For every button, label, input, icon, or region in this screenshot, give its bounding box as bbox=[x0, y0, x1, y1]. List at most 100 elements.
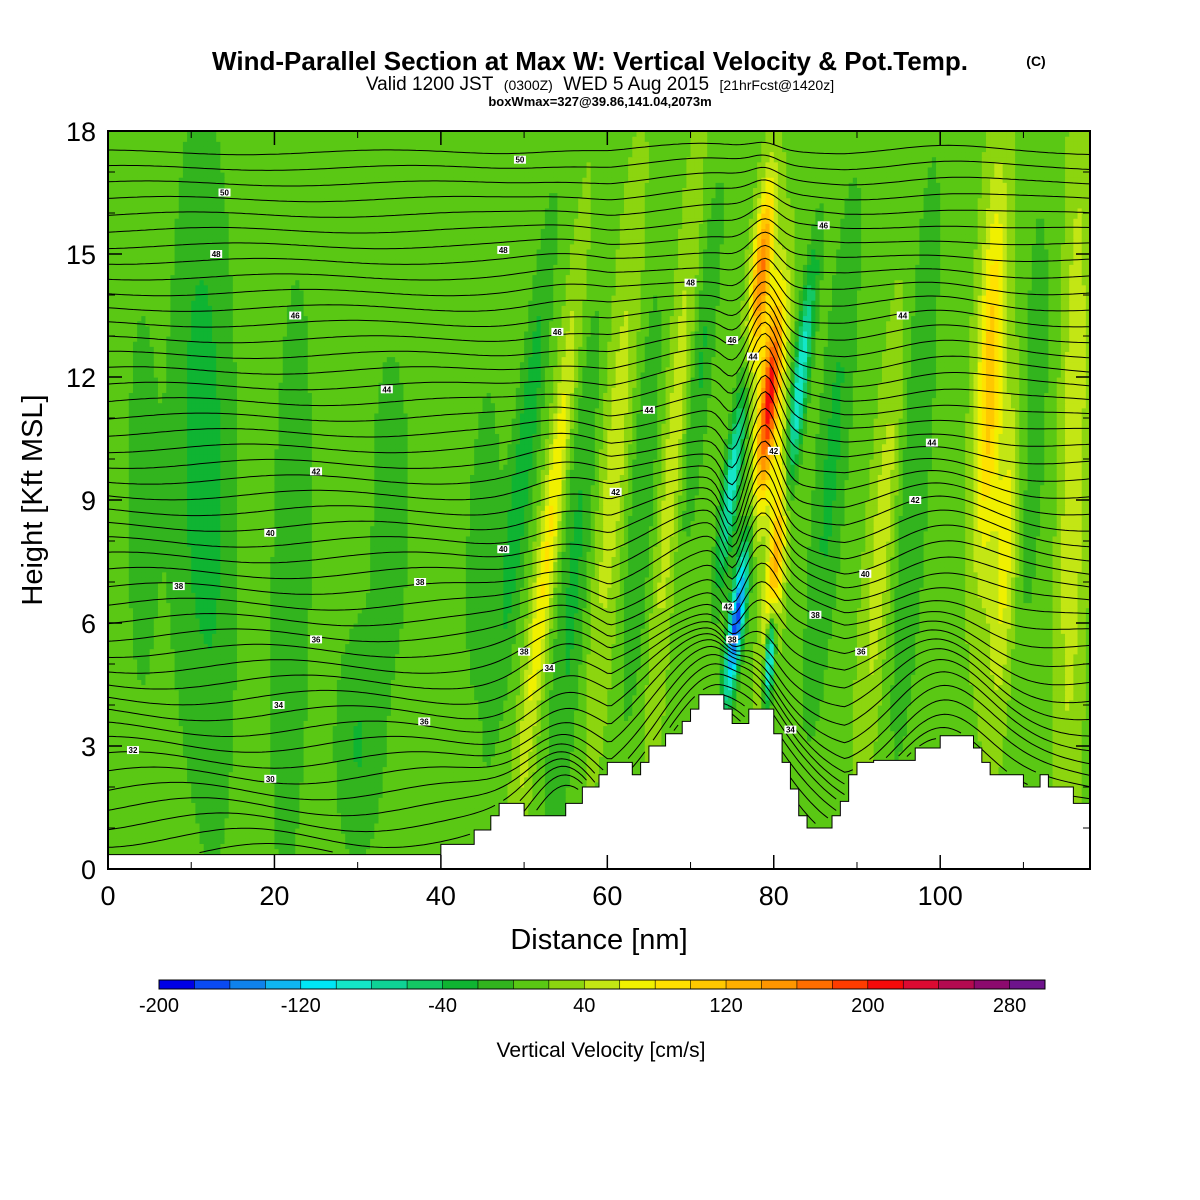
velocity-cell bbox=[316, 787, 321, 793]
velocity-cell bbox=[149, 766, 155, 773]
velocity-cell bbox=[232, 807, 238, 814]
velocity-cell bbox=[486, 807, 492, 814]
velocity-cell bbox=[341, 833, 346, 839]
velocity-cell bbox=[395, 761, 400, 768]
velocity-cell bbox=[291, 843, 296, 850]
velocity-cell bbox=[407, 848, 413, 855]
velocity-cell bbox=[224, 838, 230, 844]
velocity-cell bbox=[827, 807, 833, 814]
velocity-cell bbox=[411, 822, 417, 829]
velocity-cell bbox=[494, 761, 500, 768]
velocity-cell bbox=[324, 781, 330, 788]
velocity-cell bbox=[553, 781, 558, 788]
velocity-cell bbox=[424, 802, 429, 809]
velocity-cell bbox=[232, 802, 238, 809]
velocity-cell bbox=[411, 781, 417, 788]
velocity-cell bbox=[811, 761, 816, 768]
velocity-cell bbox=[207, 843, 213, 850]
velocity-cell bbox=[424, 766, 429, 773]
velocity-cell bbox=[370, 776, 375, 783]
velocity-cell bbox=[199, 817, 205, 824]
velocity-cell bbox=[249, 843, 255, 850]
velocity-cell bbox=[220, 797, 226, 803]
velocity-cell bbox=[428, 761, 434, 768]
velocity-cell bbox=[802, 776, 808, 783]
velocity-cell bbox=[1085, 766, 1090, 773]
velocity-cell bbox=[594, 776, 600, 783]
velocity-cell bbox=[278, 776, 284, 783]
velocity-cell bbox=[145, 828, 151, 834]
velocity-cell bbox=[353, 776, 359, 783]
velocity-cell bbox=[137, 833, 142, 839]
velocity-cell bbox=[307, 761, 313, 768]
velocity-cell bbox=[303, 771, 309, 778]
velocity-cell bbox=[432, 787, 438, 793]
velocity-cell bbox=[187, 828, 192, 834]
velocity-cell bbox=[457, 812, 463, 819]
velocity-cell bbox=[365, 761, 371, 768]
velocity-cell bbox=[307, 771, 313, 778]
velocity-cell bbox=[365, 771, 371, 778]
velocity-cell bbox=[390, 781, 396, 788]
velocity-cell bbox=[166, 761, 172, 768]
velocity-cell bbox=[424, 787, 429, 793]
velocity-cell bbox=[519, 787, 525, 793]
velocity-cell bbox=[361, 787, 367, 793]
velocity-cell bbox=[245, 817, 251, 824]
velocity-cell bbox=[124, 812, 130, 819]
velocity-cell bbox=[307, 802, 313, 809]
velocity-cell bbox=[166, 781, 172, 788]
velocity-cell bbox=[536, 761, 542, 768]
velocity-cell bbox=[187, 817, 192, 824]
velocity-cell bbox=[840, 781, 846, 788]
velocity-cell bbox=[1015, 766, 1020, 773]
velocity-cell bbox=[432, 802, 438, 809]
velocity-cell bbox=[461, 797, 467, 803]
velocity-cell bbox=[311, 787, 317, 793]
velocity-cell bbox=[1023, 776, 1029, 783]
velocity-cell bbox=[199, 787, 205, 793]
velocity-cell bbox=[291, 802, 296, 809]
velocity-cell bbox=[802, 787, 808, 793]
velocity-cell bbox=[349, 817, 355, 824]
velocity-cell bbox=[241, 838, 246, 844]
velocity-cell bbox=[166, 817, 172, 824]
velocity-cell bbox=[108, 848, 113, 855]
velocity-cell bbox=[116, 802, 122, 809]
velocity-cell bbox=[574, 781, 579, 788]
velocity-cell bbox=[436, 828, 442, 834]
velocity-cell bbox=[403, 802, 409, 809]
velocity-cell bbox=[216, 838, 221, 844]
velocity-cell bbox=[395, 781, 400, 788]
velocity-cell bbox=[132, 771, 138, 778]
velocity-cell bbox=[536, 802, 542, 809]
velocity-cell bbox=[203, 817, 209, 824]
velocity-cell bbox=[120, 833, 126, 839]
velocity-cell bbox=[316, 807, 321, 814]
velocity-cell bbox=[802, 761, 808, 768]
velocity-cell bbox=[132, 838, 138, 844]
velocity-cell bbox=[386, 761, 392, 768]
velocity-cell bbox=[832, 792, 837, 798]
velocity-cell bbox=[519, 792, 525, 798]
velocity-cell bbox=[120, 848, 126, 855]
velocity-cell bbox=[291, 812, 296, 819]
velocity-cell bbox=[549, 781, 554, 788]
velocity-cell bbox=[324, 776, 330, 783]
velocity-cell bbox=[370, 802, 375, 809]
velocity-cell bbox=[170, 797, 176, 803]
velocity-cell bbox=[403, 838, 409, 844]
velocity-cell bbox=[182, 817, 188, 824]
velocity-cell bbox=[328, 802, 334, 809]
velocity-cell bbox=[291, 822, 296, 829]
velocity-cell bbox=[124, 828, 130, 834]
velocity-cell bbox=[274, 848, 280, 855]
velocity-cell bbox=[336, 776, 342, 783]
velocity-cell bbox=[120, 807, 126, 814]
velocity-cell bbox=[578, 797, 583, 803]
velocity-cell bbox=[1048, 781, 1054, 788]
velocity-cell bbox=[823, 761, 829, 768]
velocity-cell bbox=[307, 828, 313, 834]
velocity-cell bbox=[994, 761, 1000, 768]
velocity-cell bbox=[178, 843, 184, 850]
